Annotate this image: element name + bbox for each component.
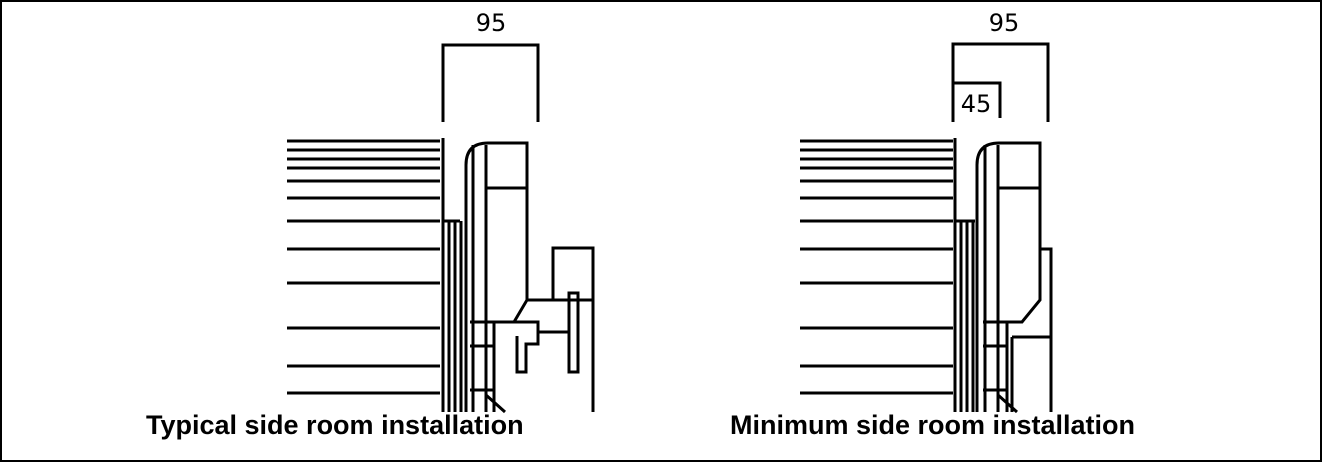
caption-minimum: Minimum side room installation xyxy=(730,410,1136,440)
dimension-bracket-95 xyxy=(441,43,540,122)
dimension-label-45: 45 xyxy=(961,90,992,118)
wall-frame-right xyxy=(953,138,975,412)
typical-installation-drawing: 95 xyxy=(287,9,595,414)
mounting-hardware-right xyxy=(1010,247,1053,412)
wall-frame xyxy=(441,138,463,412)
rail-profile-right xyxy=(975,141,1042,414)
horizontal-slats xyxy=(287,139,440,395)
horizontal-slats-right xyxy=(800,139,953,395)
caption-typical: Typical side room installation xyxy=(146,410,524,440)
mounting-hardware xyxy=(514,246,595,412)
dimension-bracket-45 xyxy=(953,81,1002,118)
dimension-label-95: 95 xyxy=(476,9,507,37)
dimension-label-95-right: 95 xyxy=(989,9,1020,37)
rail-profile xyxy=(464,141,529,414)
minimum-installation-drawing: 95 45 xyxy=(800,9,1053,414)
